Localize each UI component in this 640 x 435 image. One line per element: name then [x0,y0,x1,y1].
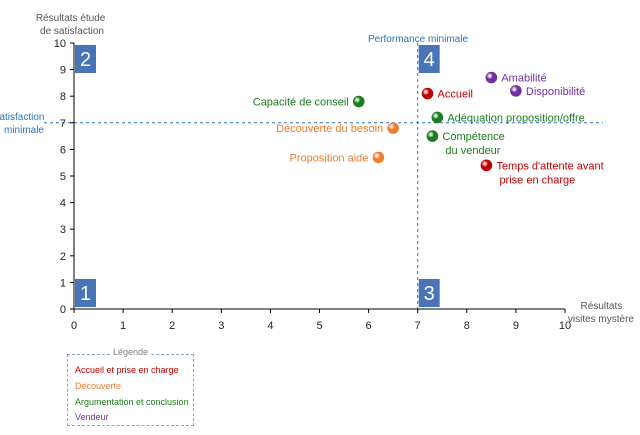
x-tick-label: 0 [71,320,77,332]
y-tick-label: 0 [60,304,66,316]
axes: 0 1 2 3 4 5 6 7 8 9 10 0 1 2 3 4 5 6 7 8 9 10 [54,38,571,332]
x-tick-label: 6 [366,320,372,332]
data-point [387,122,399,134]
point-label: Amabilité [501,73,546,85]
x-tick-label: 4 [267,320,273,332]
point-label: Accueil [438,89,473,101]
point-label-line: prise en charge [499,174,575,186]
point-label-line: Compétence [442,131,504,143]
y-tick-label: 10 [54,38,66,50]
x-tick-label: 1 [120,320,126,332]
x-tick-label: 3 [218,320,224,332]
y-tick-label: 1 [60,277,66,289]
legend-item-decouverte: Découverte [75,381,122,391]
y-tick-label: 7 [60,118,66,130]
x-tick-label: 7 [415,320,421,332]
data-point [372,151,385,164]
point-label-line: Proposition aide [290,152,369,164]
point-label-line: Accueil [438,89,473,101]
point-label: Disponibilité [526,86,585,98]
legend: Légende Accueil et prise en charge Décou… [67,347,194,426]
data-points: Capacité de conseil Découverte du besoin P… [253,71,604,186]
y-tick-label: 5 [60,171,66,183]
y-axis-title: Résultats étude de satisfaction [36,13,108,37]
satisfaction-minimale-line-2: minimale [4,125,44,136]
data-point [421,87,434,100]
x-tick-label: 10 [559,320,571,332]
y-tick-label: 4 [60,198,66,210]
quadrant-number-1: 1 [80,283,91,305]
reference-lines [44,43,603,309]
quadrant-badges: 2 4 1 3 [75,45,440,307]
quadrant-badge-4 [418,45,440,73]
data-point [431,111,444,124]
x-tick-label: 9 [513,320,519,332]
satisfaction-minimale-line-1: Satisfaction [0,112,44,123]
data-point [352,95,365,108]
x-tick-label: 5 [316,320,322,332]
point-label: Capacité de conseil [253,97,349,109]
data-point [426,130,439,142]
quadrant-badge-2 [75,45,96,73]
x-axis-title: Résultats visites mystère [568,301,635,325]
quadrant-badge-1 [75,279,96,307]
satisfaction-minimale-label: Satisfaction minimale [0,112,47,136]
legend-item-accueil: Accueil et prise en charge [75,365,179,375]
point-label: Proposition aide [290,152,369,164]
y-axis-title-line-2: de satisfaction [40,26,104,37]
point-label-line: Disponibilité [526,86,585,98]
legend-title: Légende [109,347,152,357]
x-tick-label: 8 [464,320,470,332]
y-tick-label: 3 [60,224,66,236]
point-label: Adéquation proposition/offre [447,112,584,124]
point-label-line: Capacité de conseil [253,97,349,109]
point-label-line: Amabilité [501,73,546,85]
scatter-chart: 2 4 1 3 0 1 2 3 4 5 6 7 8 9 10 0 1 2 3 4 5 6 7 8 9 10 Capacité d… [0,13,635,332]
x-tick-label: 2 [169,320,175,332]
quadrant-number-4: 4 [424,49,435,71]
data-point [480,159,493,172]
point-label-line: Découverte du besoin [276,123,383,135]
point-label-line: Temps d'attente avant [496,160,603,172]
y-axis-title-line-1: Résultats étude [36,13,106,24]
quadrant-badge-3 [418,279,440,307]
point-label: Découverte du besoin [276,123,383,135]
y-tick-label: 9 [60,65,66,77]
quadrant-number-3: 3 [424,283,435,305]
point-label: Temps d'attente avant prise en charge [496,160,603,186]
y-tick-label: 8 [60,91,66,103]
data-point [510,85,522,97]
point-label-line: Adéquation proposition/offre [447,112,584,124]
legend-item-argumentation: Argumentation et conclusion [75,397,189,407]
x-axis-title-line-1: Résultats [581,301,623,312]
point-label-line: du vendeur [445,145,500,157]
point-label: Compétence du vendeur [442,131,504,157]
data-point [485,71,498,84]
legend-item-vendeur: Vendeur [75,412,109,422]
y-tick-label: 2 [60,251,66,263]
x-axis-title-line-2: visites mystère [568,314,635,325]
quadrant-number-2: 2 [80,49,91,71]
performance-minimale-label: Performance minimale [368,34,468,45]
y-tick-label: 6 [60,144,66,156]
